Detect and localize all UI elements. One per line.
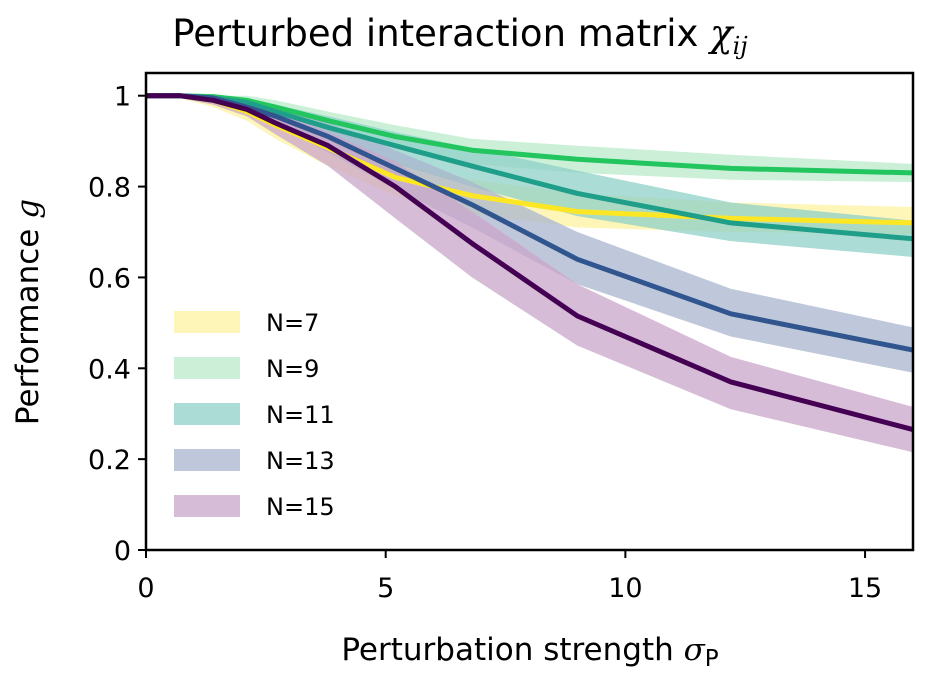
x-axis-title-text: Perturbation strength: [341, 632, 673, 668]
y-tick-label: 0.4: [88, 354, 131, 385]
y-axis-title-math: g: [10, 199, 46, 219]
legend-swatch: [174, 495, 240, 517]
y-axis-title-text: Performance: [10, 229, 46, 425]
y-axis-ticks: 0 0.2 0.4 0.6 0.8 1: [88, 82, 146, 567]
band-series-4: [146, 95, 913, 453]
chart-title-text: Perturbed interaction matrix: [172, 12, 698, 55]
series-lines: [146, 93, 914, 433]
x-tick-label: 5: [377, 573, 394, 604]
x-axis-title-math-sub: P: [705, 646, 719, 672]
legend-swatch: [174, 311, 240, 333]
legend-label: N=15: [266, 493, 335, 521]
legend-label: N=7: [266, 309, 319, 337]
legend-label: N=11: [266, 401, 335, 429]
chart-title: Perturbed interaction matrix χij: [172, 12, 748, 60]
y-tick-label: 1: [114, 82, 131, 113]
legend-swatch: [174, 403, 240, 425]
chart-title-math: χ: [707, 12, 735, 55]
y-tick-label: 0.8: [88, 173, 131, 204]
chart-title-math-sub: ij: [733, 32, 749, 60]
y-tick-label: 0: [114, 536, 131, 567]
legend-swatch: [174, 449, 240, 471]
legend-swatch: [174, 357, 240, 379]
legend: N=7 N=9 N=11 N=13 N=15: [174, 309, 335, 521]
legend-label: N=13: [266, 447, 335, 475]
x-axis-title-math: σ: [684, 632, 706, 668]
x-tick-label: 15: [848, 573, 882, 604]
x-tick-label: 10: [608, 573, 642, 604]
x-tick-label: 0: [137, 573, 154, 604]
y-tick-label: 0.6: [88, 263, 131, 294]
y-tick-label: 0.2: [88, 445, 131, 476]
y-axis-title: Performance g: [10, 199, 46, 425]
legend-label: N=9: [266, 355, 319, 383]
line-series-4: [146, 93, 914, 433]
plot-frame: [144, 71, 915, 552]
x-axis-title: Perturbation strength σP: [341, 632, 718, 672]
band-series-1: [146, 95, 913, 182]
x-axis-ticks: 0 5 10 15: [137, 550, 882, 604]
